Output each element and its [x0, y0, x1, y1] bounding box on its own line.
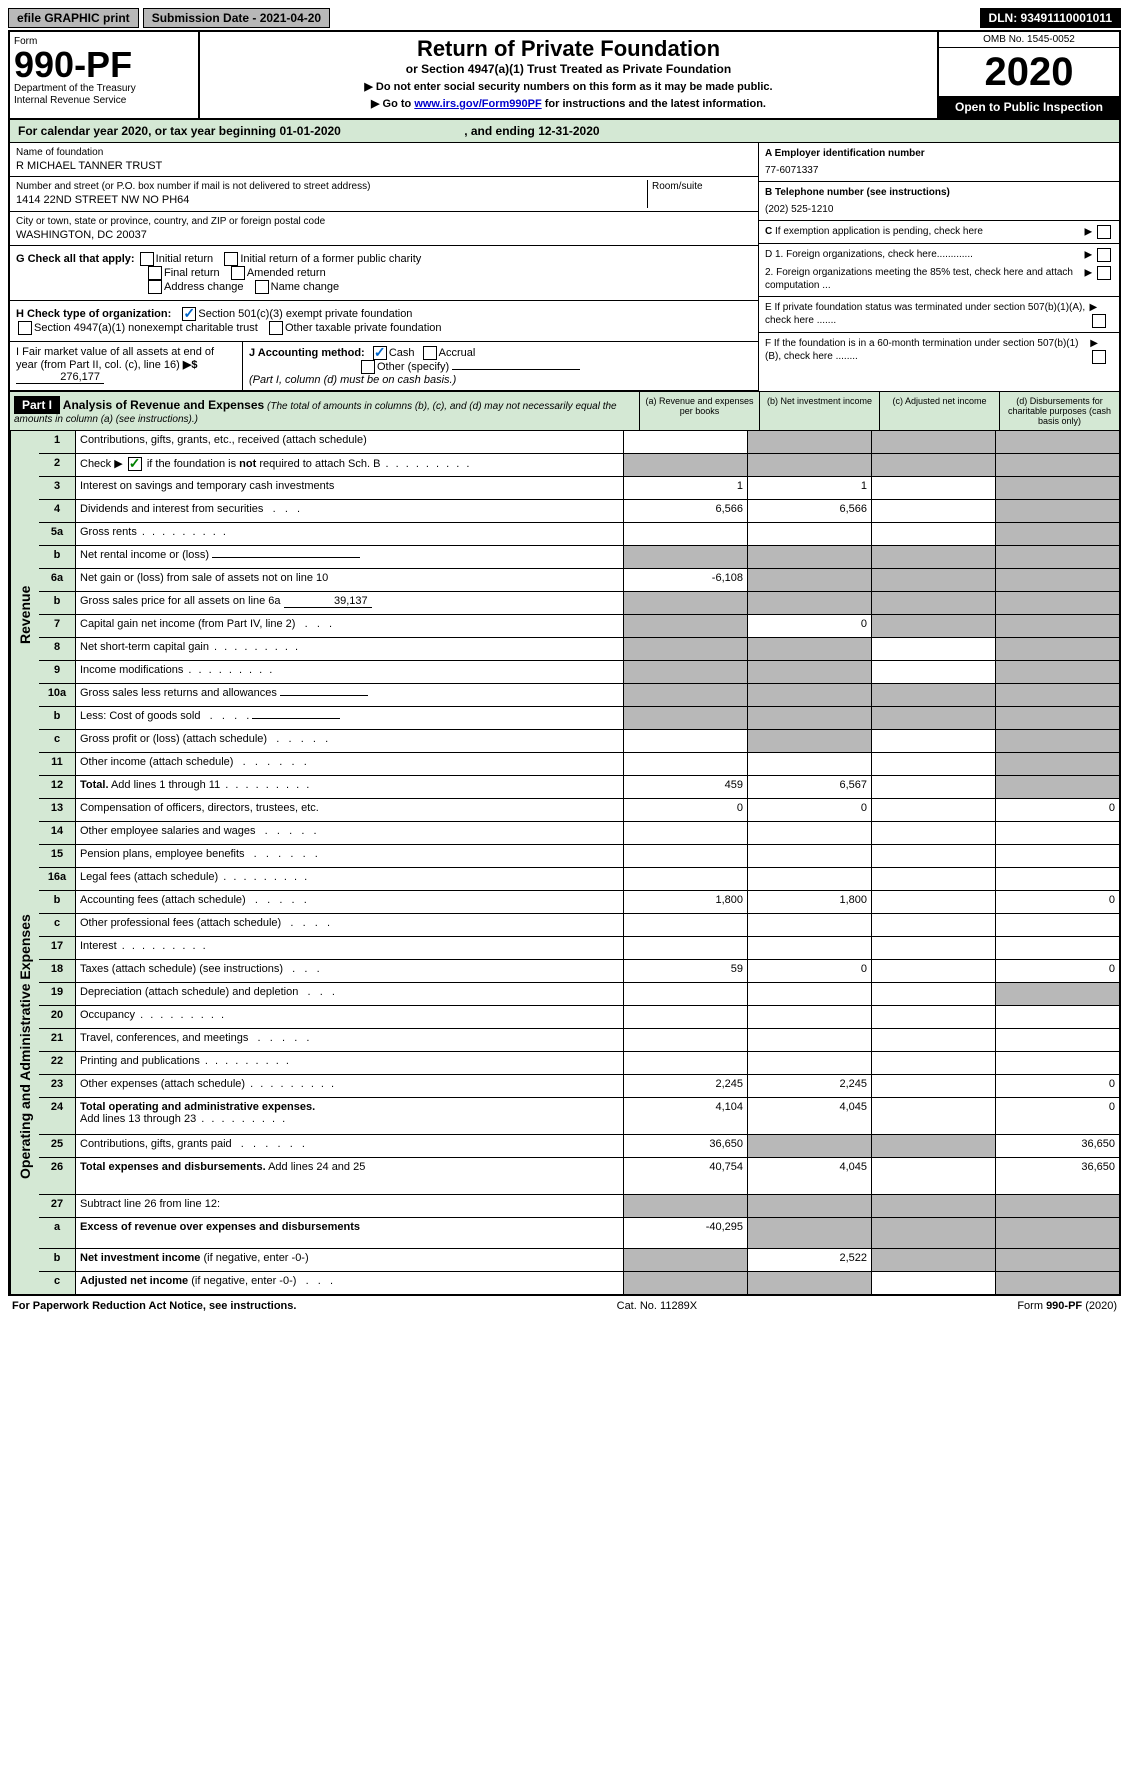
amended-checkbox[interactable] — [231, 266, 245, 280]
ein-cell: A Employer identification number 77-6071… — [759, 143, 1119, 182]
form-number: 990-PF — [14, 47, 194, 83]
initial-return-checkbox[interactable] — [140, 252, 154, 266]
col-b-header: (b) Net investment income — [759, 392, 879, 430]
form-header: Form 990-PF Department of the Treasury I… — [10, 32, 1119, 120]
info-left: Name of foundation R MICHAEL TANNER TRUS… — [10, 143, 759, 391]
part1-header-row: Part I Analysis of Revenue and Expenses … — [10, 391, 1119, 431]
header-left: Form 990-PF Department of the Treasury I… — [10, 32, 200, 118]
top-bar: efile GRAPHIC print Submission Date - 20… — [8, 8, 1121, 28]
open-public: Open to Public Inspection — [939, 96, 1119, 118]
main-title: Return of Private Foundation — [204, 36, 933, 62]
initial-former-checkbox[interactable] — [224, 252, 238, 266]
dept-irs: Internal Revenue Service — [14, 95, 194, 107]
expenses-section: Operating and Administrative Expenses 13… — [10, 799, 1119, 1294]
paperwork-notice: For Paperwork Reduction Act Notice, see … — [12, 1300, 296, 1312]
address: 1414 22ND STREET NW NO PH64 — [16, 193, 647, 207]
info-grid: Name of foundation R MICHAEL TANNER TRUS… — [10, 143, 1119, 391]
col-d-header: (d) Disbursements for charitable purpose… — [999, 392, 1119, 430]
col-c-header: (c) Adjusted net income — [879, 392, 999, 430]
phone-cell: B Telephone number (see instructions) (2… — [759, 182, 1119, 221]
city-cell: City or town, state or province, country… — [10, 212, 758, 246]
4947-checkbox[interactable] — [18, 321, 32, 335]
ein-value: 77-6071337 — [765, 164, 818, 177]
col-a-header: (a) Revenue and expenses per books — [639, 392, 759, 430]
j-note: (Part I, column (d) must be on cash basi… — [249, 374, 456, 386]
expenses-label: Operating and Administrative Expenses — [10, 799, 39, 1294]
name-change-checkbox[interactable] — [255, 280, 269, 294]
f-cell: F If the foundation is in a 60-month ter… — [759, 333, 1119, 368]
header-mid: Return of Private Foundation or Section … — [200, 32, 937, 118]
calendar-year-row: For calendar year 2020, or tax year begi… — [10, 120, 1119, 143]
address-change-checkbox[interactable] — [148, 280, 162, 294]
d-cell: D 1. Foreign organizations, check here..… — [759, 244, 1119, 297]
c-cell: C If exemption application is pending, c… — [759, 221, 1119, 244]
accrual-checkbox[interactable] — [423, 346, 437, 360]
other-taxable-checkbox[interactable] — [269, 321, 283, 335]
instruction-1: ▶ Do not enter social security numbers o… — [204, 80, 933, 93]
fmv-value: 276,177 — [16, 371, 104, 384]
form-container: Form 990-PF Department of the Treasury I… — [8, 30, 1121, 1296]
part1-tag: Part I — [14, 396, 60, 414]
footer: For Paperwork Reduction Act Notice, see … — [8, 1296, 1121, 1316]
dept-treasury: Department of the Treasury — [14, 83, 194, 95]
revenue-label: Revenue — [10, 431, 39, 799]
d1-checkbox[interactable] — [1097, 248, 1111, 262]
e-cell: E If private foundation status was termi… — [759, 297, 1119, 333]
i-j-row: I Fair market value of all assets at end… — [10, 342, 758, 391]
h-row: H Check type of organization: Section 50… — [10, 301, 758, 342]
final-return-checkbox[interactable] — [148, 266, 162, 280]
g-row: G Check all that apply: Initial return I… — [10, 246, 758, 301]
address-cell: Number and street (or P.O. box number if… — [10, 177, 758, 211]
cash-checkbox[interactable] — [373, 346, 387, 360]
instruction-2: ▶ Go to www.irs.gov/Form990PF for instru… — [204, 97, 933, 110]
subtitle: or Section 4947(a)(1) Trust Treated as P… — [204, 62, 933, 76]
header-right: OMB No. 1545-0052 2020 Open to Public In… — [937, 32, 1119, 118]
foundation-name: R MICHAEL TANNER TRUST — [16, 159, 752, 173]
other-method-checkbox[interactable] — [361, 360, 375, 374]
cat-number: Cat. No. 11289X — [617, 1300, 698, 1312]
tax-year: 2020 — [939, 48, 1119, 96]
city: WASHINGTON, DC 20037 — [16, 228, 752, 242]
efile-btn[interactable]: efile GRAPHIC print — [8, 8, 139, 28]
c-checkbox[interactable] — [1097, 225, 1111, 239]
revenue-section: Revenue 1Contributions, gifts, grants, e… — [10, 431, 1119, 799]
irs-link[interactable]: www.irs.gov/Form990PF — [414, 98, 541, 110]
f-checkbox[interactable] — [1092, 350, 1106, 364]
e-checkbox[interactable] — [1092, 314, 1106, 328]
omb-number: OMB No. 1545-0052 — [939, 32, 1119, 48]
info-right: A Employer identification number 77-6071… — [759, 143, 1119, 391]
room-label: Room/suite — [652, 181, 703, 192]
dln-label: DLN: 93491110001011 — [980, 8, 1121, 28]
form-ref: Form 990-PF (2020) — [1017, 1300, 1117, 1312]
501c3-checkbox[interactable] — [182, 307, 196, 321]
foundation-name-cell: Name of foundation R MICHAEL TANNER TRUS… — [10, 143, 758, 177]
submission-btn[interactable]: Submission Date - 2021-04-20 — [143, 8, 330, 28]
phone-value: (202) 525-1210 — [765, 203, 833, 216]
sch-b-checkbox[interactable] — [128, 457, 142, 471]
part1-desc: Part I Analysis of Revenue and Expenses … — [10, 392, 639, 430]
d2-checkbox[interactable] — [1097, 266, 1111, 280]
